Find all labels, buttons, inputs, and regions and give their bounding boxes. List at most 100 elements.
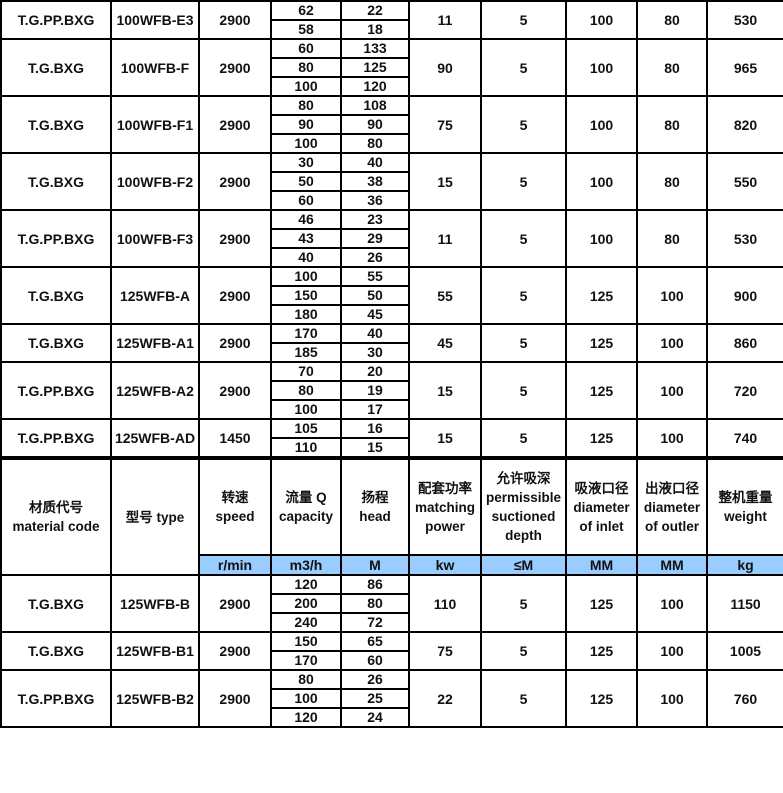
- table-row: 100 120: [1, 76, 783, 97]
- inlet-cell: 125: [565, 669, 638, 728]
- weight-cell: 720: [706, 361, 783, 420]
- unit-depth: ≤M: [480, 554, 567, 576]
- outlet-cell: 100: [636, 266, 708, 325]
- capacity-cell: 170: [270, 650, 342, 671]
- inlet-cell: 125: [565, 323, 638, 363]
- capacity-cell: 80: [270, 380, 342, 401]
- capacity-cell: 240: [270, 612, 342, 633]
- weight-cell: 820: [706, 95, 783, 154]
- capacity-cell: 185: [270, 342, 342, 363]
- head-cell: 80: [340, 133, 410, 154]
- weight-cell: 965: [706, 38, 783, 97]
- weight-cell: 860: [706, 323, 783, 363]
- capacity-cell: 100: [270, 133, 342, 154]
- table-row: 180 45: [1, 304, 783, 325]
- type-cell: 100WFB-F3: [110, 209, 200, 268]
- depth-cell: 5: [480, 631, 567, 671]
- depth-cell: 5: [480, 574, 567, 633]
- material-code-cell: T.G.BXG: [0, 38, 112, 97]
- capacity-cell: 120: [270, 707, 342, 728]
- head-cell: 17: [340, 399, 410, 420]
- header-inlet: 吸液口径 diameter of inlet: [565, 456, 638, 556]
- material-code-cell: T.G.BXG: [0, 266, 112, 325]
- table-row: 40 26: [1, 247, 783, 268]
- bottom-rows: T.G.BXG 125WFB-B 2900 120 86 110 5 125 100 1150 20…: [0, 574, 783, 728]
- speed-cell: 1450: [198, 418, 272, 459]
- speed-cell: 2900: [198, 361, 272, 420]
- table-row: 185 30: [1, 342, 783, 363]
- head-cell: 120: [340, 76, 410, 97]
- table-row: 43 29: [1, 228, 783, 249]
- outlet-cell: 80: [636, 209, 708, 268]
- material-code-cell: T.G.PP.BXG: [0, 418, 112, 459]
- head-cell: 80: [340, 593, 410, 614]
- material-code-cell: T.G.PP.BXG: [0, 209, 112, 268]
- header-material-code: 材质代号 material code: [0, 456, 112, 576]
- depth-cell: 5: [480, 152, 567, 211]
- table-row: T.G.PP.BXG 125WFB-A2 2900 70 20 15 5 125 100 720: [0, 361, 783, 420]
- capacity-cell: 80: [270, 95, 342, 116]
- speed-cell: 2900: [198, 631, 272, 671]
- table-row: 80 19: [1, 380, 783, 401]
- head-cell: 72: [340, 612, 410, 633]
- table-row: 120 24: [1, 707, 783, 728]
- weight-cell: 760: [706, 669, 783, 728]
- speed-cell: 2900: [198, 209, 272, 268]
- depth-cell: 5: [480, 323, 567, 363]
- capacity-cell: 105: [270, 418, 342, 439]
- outlet-cell: 100: [636, 418, 708, 459]
- table-row: 50 38: [1, 171, 783, 192]
- inlet-cell: 125: [565, 574, 638, 633]
- material-code-cell: T.G.PP.BXG: [0, 669, 112, 728]
- type-cell: 125WFB-B: [110, 574, 200, 633]
- depth-cell: 5: [480, 0, 567, 40]
- capacity-cell: 60: [270, 190, 342, 211]
- header-head: 扬程 head: [340, 456, 410, 556]
- table-row: T.G.BXG 100WFB-F 2900 60 133 90 5 100 80 965: [0, 38, 783, 97]
- inlet-cell: 125: [565, 418, 638, 459]
- type-cell: 100WFB-F2: [110, 152, 200, 211]
- capacity-cell: 80: [270, 57, 342, 78]
- weight-cell: 900: [706, 266, 783, 325]
- head-cell: 18: [340, 19, 410, 40]
- table-row: T.G.BXG 125WFB-A 2900 100 55 55 5 125 100 900: [0, 266, 783, 325]
- weight-cell: 1005: [706, 631, 783, 671]
- table-row: 58 18: [1, 19, 783, 40]
- speed-cell: 2900: [198, 323, 272, 363]
- top-rows: T.G.PP.BXG 100WFB-E3 2900 62 22 11 5 100 80 530 58…: [0, 0, 783, 459]
- material-code-cell: T.G.BXG: [0, 631, 112, 671]
- head-cell: 40: [340, 152, 410, 173]
- capacity-cell: 100: [270, 688, 342, 709]
- power-cell: 75: [408, 95, 482, 154]
- head-cell: 36: [340, 190, 410, 211]
- power-cell: 11: [408, 0, 482, 40]
- outlet-cell: 100: [636, 323, 708, 363]
- type-cell: 125WFB-B1: [110, 631, 200, 671]
- outlet-cell: 100: [636, 669, 708, 728]
- power-cell: 15: [408, 152, 482, 211]
- head-cell: 29: [340, 228, 410, 249]
- table-row: 240 72: [1, 612, 783, 633]
- inlet-cell: 100: [565, 209, 638, 268]
- capacity-cell: 100: [270, 399, 342, 420]
- head-cell: 19: [340, 380, 410, 401]
- outlet-cell: 80: [636, 95, 708, 154]
- head-cell: 15: [340, 437, 410, 459]
- table-row: T.G.PP.BXG 100WFB-E3 2900 62 22 11 5 100 80 530: [0, 0, 783, 40]
- type-cell: 125WFB-B2: [110, 669, 200, 728]
- inlet-cell: 100: [565, 0, 638, 40]
- table-row: T.G.PP.BXG 125WFB-AD 1450 105 16 15 5 125 100 740: [0, 418, 783, 459]
- capacity-cell: 150: [270, 285, 342, 306]
- capacity-cell: 150: [270, 631, 342, 652]
- header-row: 材质代号 material code 型号 type 转速 speed 流量 Q…: [0, 456, 783, 576]
- speed-cell: 2900: [198, 266, 272, 325]
- header-capacity: 流量 Q capacity: [270, 456, 342, 556]
- speed-cell: 2900: [198, 95, 272, 154]
- outlet-cell: 100: [636, 574, 708, 633]
- table-row: T.G.PP.BXG 125WFB-B2 2900 80 26 22 5 125 100 760: [0, 669, 783, 728]
- header-power: 配套功率 matching power: [408, 456, 482, 556]
- type-cell: 125WFB-A1: [110, 323, 200, 363]
- weight-cell: 740: [706, 418, 783, 459]
- capacity-cell: 30: [270, 152, 342, 173]
- head-cell: 38: [340, 171, 410, 192]
